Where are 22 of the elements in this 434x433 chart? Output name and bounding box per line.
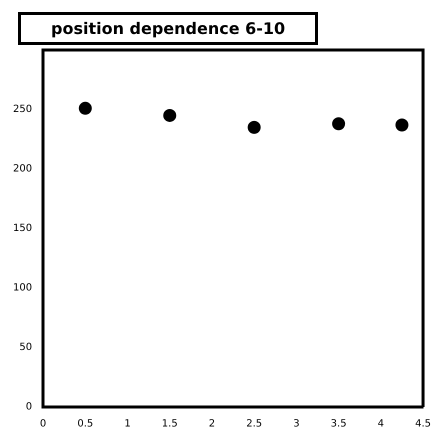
- chart-title: position dependence 6-10: [18, 12, 318, 45]
- point: [163, 108, 176, 122]
- y-tick-label: 0: [26, 402, 32, 413]
- y-tick-label: 150: [12, 223, 32, 234]
- y-tick-label: 50: [19, 342, 32, 354]
- x-tick-label: 1.5: [162, 418, 178, 430]
- y-tick-label: 250: [12, 104, 32, 116]
- x-tick-label: 4: [378, 418, 384, 430]
- x-tick-label: 0.5: [77, 418, 94, 430]
- x-tick-label: 1: [124, 418, 131, 430]
- x-tick-label: 3.5: [330, 418, 347, 430]
- x-tick-label: 4.5: [415, 418, 431, 430]
- y-tick-label: 200: [12, 164, 32, 175]
- x-tick-label: 0: [40, 418, 46, 430]
- point: [248, 120, 261, 134]
- point: [78, 102, 92, 115]
- x-tick-label: 2: [208, 418, 216, 430]
- y-tick-label: 100: [12, 282, 32, 294]
- x-tick-label: 2.5: [246, 418, 262, 430]
- point: [332, 117, 346, 130]
- point: [395, 118, 408, 132]
- x-tick-label: 3: [293, 418, 300, 430]
